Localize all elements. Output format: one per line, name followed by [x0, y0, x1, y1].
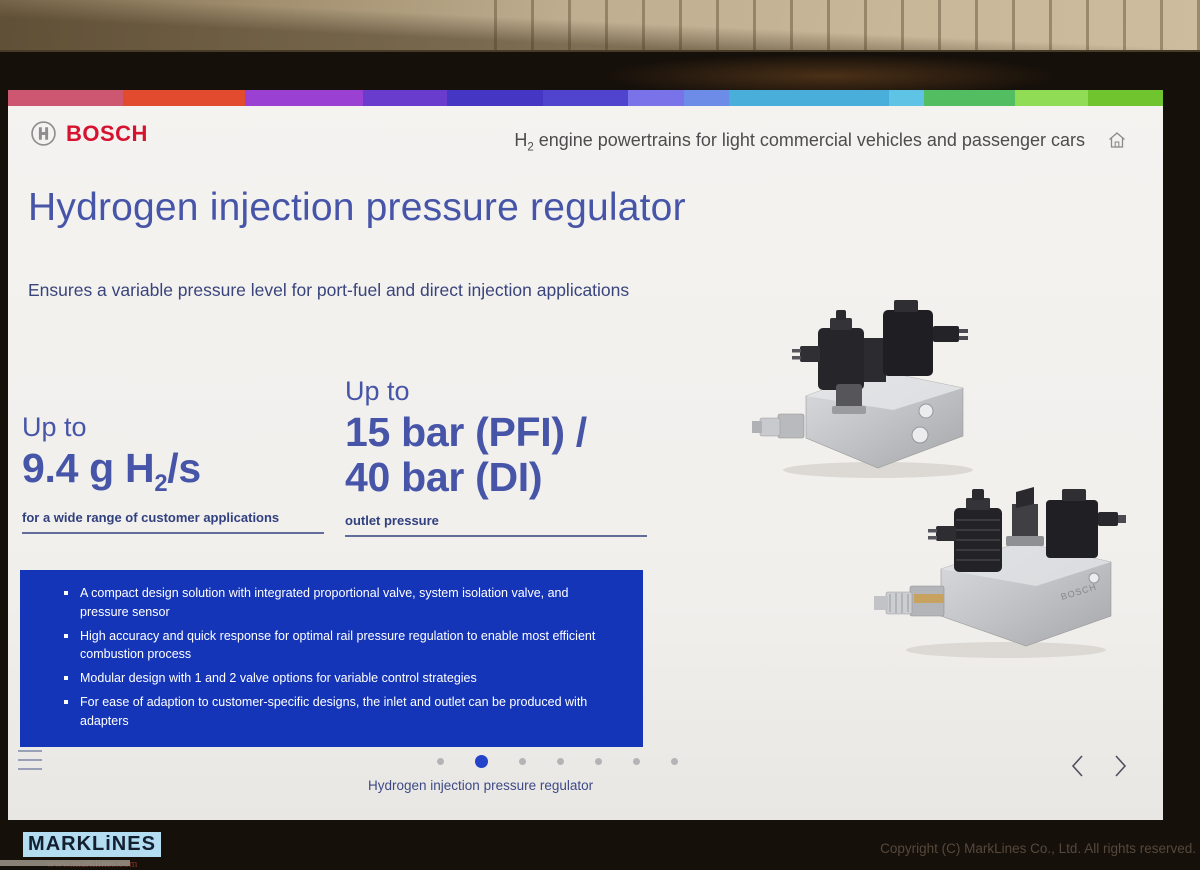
- menu-button[interactable]: [15, 750, 45, 776]
- rainbow-stripe: [8, 90, 1163, 106]
- prev-button[interactable]: [1066, 752, 1090, 780]
- screen: BOSCH H2 engine powertrains for light co…: [8, 90, 1163, 820]
- stripe-segment: [543, 90, 628, 106]
- watermark-logo: MARKLiNES: [23, 832, 161, 857]
- stripe-segment: [728, 90, 889, 106]
- feature-item: High accuracy and quick response for opt…: [64, 627, 615, 665]
- carousel-dots: [437, 754, 678, 768]
- copyright-text: Copyright (C) MarkLines Co., Ltd. All ri…: [880, 841, 1196, 856]
- carousel-dot[interactable]: [671, 757, 678, 765]
- bosch-logo: BOSCH: [30, 120, 148, 147]
- stripe-segment: [244, 90, 363, 106]
- stat-prefix: Up to: [345, 376, 410, 406]
- feature-box: A compact design solution with integrate…: [20, 570, 643, 748]
- stat-outlet-pressure: Up to 15 bar (PFI) / 40 bar (DI) outlet …: [345, 376, 647, 538]
- feature-item: A compact design solution with integrate…: [64, 584, 615, 622]
- stripe-segment: [1014, 90, 1088, 106]
- carousel-caption: Hydrogen injection pressure regulator: [368, 778, 594, 793]
- stripe-segment: [1087, 90, 1163, 106]
- product-photo-one-valve-regulator: BOSCH: [874, 487, 1126, 658]
- stat-underline: [22, 532, 324, 535]
- hamburger-icon: [15, 750, 45, 770]
- stat-flow-rate: Up to 9.4 g H2/s for a wide range of cus…: [22, 412, 324, 535]
- bosch-anchor-icon: [31, 121, 56, 146]
- stripe-segment: [888, 90, 925, 106]
- carousel-dot[interactable]: [595, 757, 602, 765]
- carousel-dot[interactable]: [437, 757, 444, 765]
- stat-prefix: Up to: [22, 412, 87, 442]
- stat-underline: [345, 535, 647, 538]
- photo-background: [0, 0, 1200, 56]
- bezel-top-edge: [0, 50, 1200, 52]
- home-button[interactable]: [1107, 130, 1127, 150]
- carousel-dot[interactable]: [633, 757, 640, 765]
- header-title: H2 engine powertrains for light commerci…: [514, 130, 1085, 154]
- stat-caption: for a wide range of customer application…: [22, 510, 280, 526]
- stripe-segment: [683, 90, 729, 106]
- page-title: Hydrogen injection pressure regulator: [28, 186, 686, 229]
- feature-item: Modular design with 1 and 2 valve option…: [64, 669, 615, 688]
- stripe-segment: [446, 90, 544, 106]
- next-button[interactable]: [1108, 752, 1132, 780]
- chevron-right-icon: [1115, 755, 1127, 777]
- stripe-segment: [8, 90, 123, 106]
- feature-list: A compact design solution with integrate…: [38, 584, 615, 730]
- stripe-segment: [122, 90, 245, 106]
- product-photo-two-valve-regulator: [752, 300, 973, 478]
- stat-caption: outlet pressure: [345, 513, 439, 529]
- carousel-dot[interactable]: [557, 757, 564, 765]
- chevron-left-icon: [1071, 755, 1083, 777]
- stat-value: 15 bar (PFI) / 40 bar (DI): [345, 409, 587, 501]
- stripe-segment: [362, 90, 447, 106]
- stripe-segment: [627, 90, 684, 106]
- floor-sliver: [0, 860, 130, 866]
- carousel-dot[interactable]: [519, 757, 526, 765]
- stat-value: 9.4 g H2/s: [22, 445, 201, 498]
- carousel-dot[interactable]: [475, 754, 488, 768]
- stripe-segment: [924, 90, 1015, 106]
- feature-item: For ease of adaption to customer-specifi…: [64, 693, 615, 731]
- page-subtitle: Ensures a variable pressure level for po…: [28, 280, 630, 300]
- bosch-logo-text: BOSCH: [66, 120, 148, 146]
- ceiling-shadow: [0, 0, 1200, 56]
- home-icon: [1109, 132, 1125, 148]
